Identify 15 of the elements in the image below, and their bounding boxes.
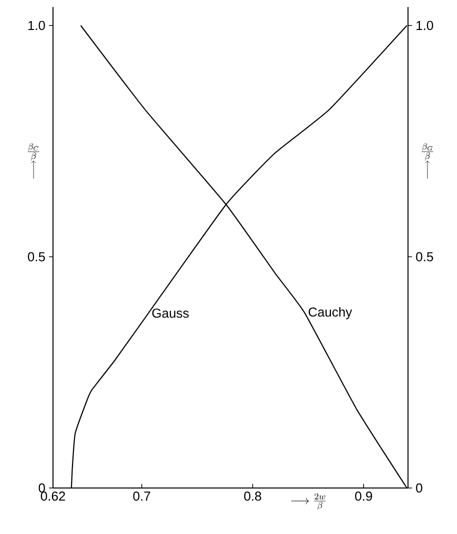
- series-label: Cauchy: [308, 307, 352, 320]
- x-axis-title: $\longrightarrow\frac{2w}{\beta}$: [291, 493, 326, 510]
- y2-axis-title: $\begin{array}{c}\frac{\beta_G}{\beta}\\ \Big\uparrow\end{array}$: [422, 143, 434, 179]
- x-tick-label: 0.8: [244, 492, 262, 501]
- y-tick-label: 1.0: [28, 20, 45, 30]
- y2-tick-label: 0.5: [416, 252, 434, 262]
- x-tick-label: 0.9: [355, 492, 372, 501]
- y-tick-label: 0: [38, 483, 45, 493]
- y2-tick-label: 1.0: [416, 20, 434, 30]
- series-label: Gauss: [152, 308, 189, 318]
- y-axis-title: $\begin{array}{c}\frac{\beta_C}{\beta}\\ \Big\uparrow\end{array}$: [28, 143, 40, 179]
- y2-tick-label: 0: [416, 483, 422, 493]
- x-tick-label: 0.7: [133, 492, 150, 501]
- y-tick-label: 0.5: [28, 252, 45, 262]
- x-tick-label: 0.62: [40, 492, 65, 501]
